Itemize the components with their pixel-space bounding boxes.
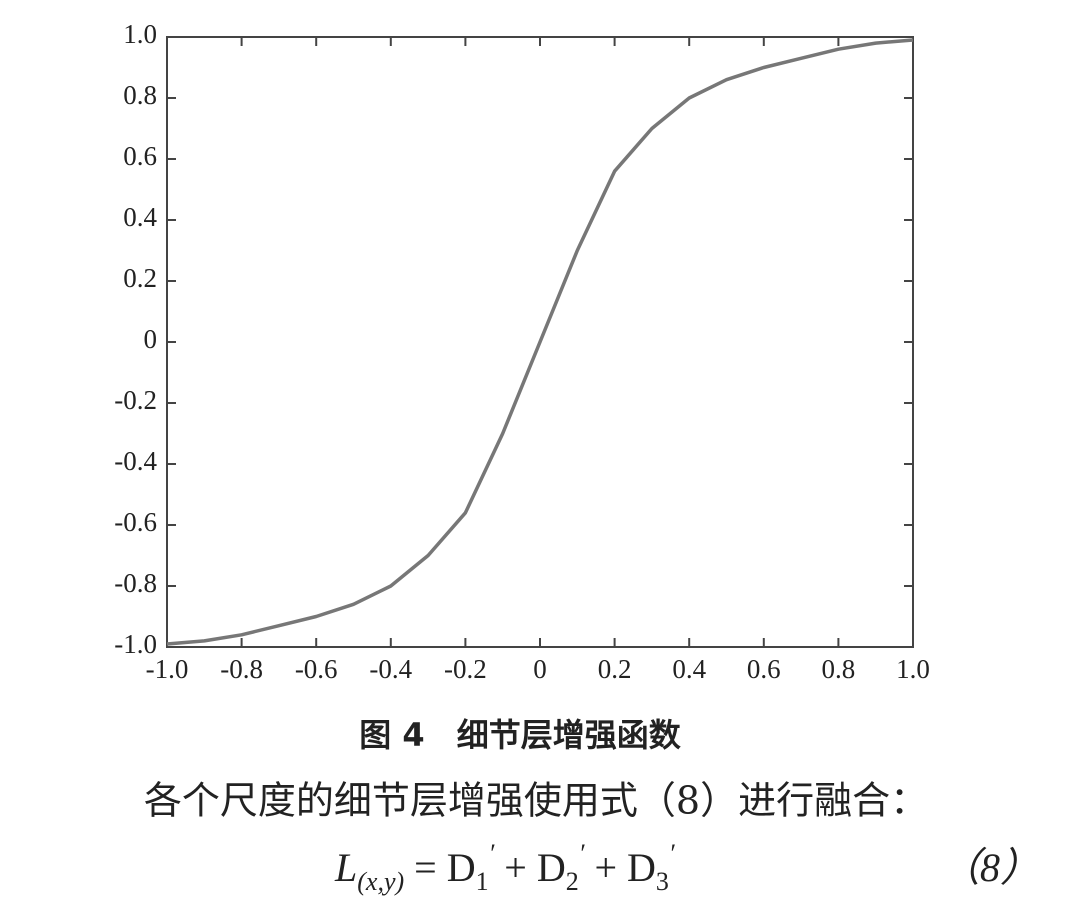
x-tick-label: 0.4 xyxy=(672,654,706,684)
y-tick-label: 0 xyxy=(144,324,158,354)
x-tick-label: -1.0 xyxy=(146,654,189,684)
equation-number: （8） xyxy=(940,845,1040,890)
eq-part: = D xyxy=(404,845,475,890)
eq-part: (x,y) xyxy=(357,867,404,896)
x-tick-label: -0.2 xyxy=(444,654,487,684)
y-tick-label: 0.2 xyxy=(123,263,157,293)
x-tick-label: 0.2 xyxy=(598,654,632,684)
x-tick-label: 0.8 xyxy=(822,654,856,684)
eq-part: 2 xyxy=(566,867,579,896)
y-tick-label: 0.6 xyxy=(123,141,157,171)
y-tick-label: 0.4 xyxy=(123,202,157,232)
y-tick-label: -0.4 xyxy=(114,446,157,476)
eq-part: + D xyxy=(584,845,655,890)
x-tick-label: 0 xyxy=(533,654,547,684)
eq-part: 3 xyxy=(656,867,669,896)
eq-part: ′ xyxy=(489,839,495,868)
y-tick-label: -0.8 xyxy=(114,568,157,598)
y-tick-label: -0.2 xyxy=(114,385,157,415)
eq-part: ′ xyxy=(669,839,675,868)
x-tick-label: -0.6 xyxy=(295,654,338,684)
y-tick-label: 0.8 xyxy=(123,80,157,110)
x-tick-label: -0.4 xyxy=(369,654,412,684)
y-tick-label: -0.6 xyxy=(114,507,157,537)
x-tick-label: 0.6 xyxy=(747,654,781,684)
eq-part: + D xyxy=(494,845,565,890)
eq-part: L xyxy=(334,845,357,890)
x-tick-label: 1.0 xyxy=(896,654,930,684)
eq-part: 1 xyxy=(476,867,489,896)
x-tick-label: -0.8 xyxy=(220,654,263,684)
paragraph: 各个尺度的细节层增强使用式（8）进行融合： xyxy=(144,779,928,823)
eq-part: ′ xyxy=(579,839,585,868)
y-tick-label: -1.0 xyxy=(114,629,157,659)
equation: L(x,y) = D1′ + D2′ + D3′ xyxy=(334,839,675,896)
y-tick-label: 1.0 xyxy=(123,19,157,49)
line-series xyxy=(166,38,914,646)
figure-caption: 图 4 细节层增强函数 xyxy=(359,716,681,754)
